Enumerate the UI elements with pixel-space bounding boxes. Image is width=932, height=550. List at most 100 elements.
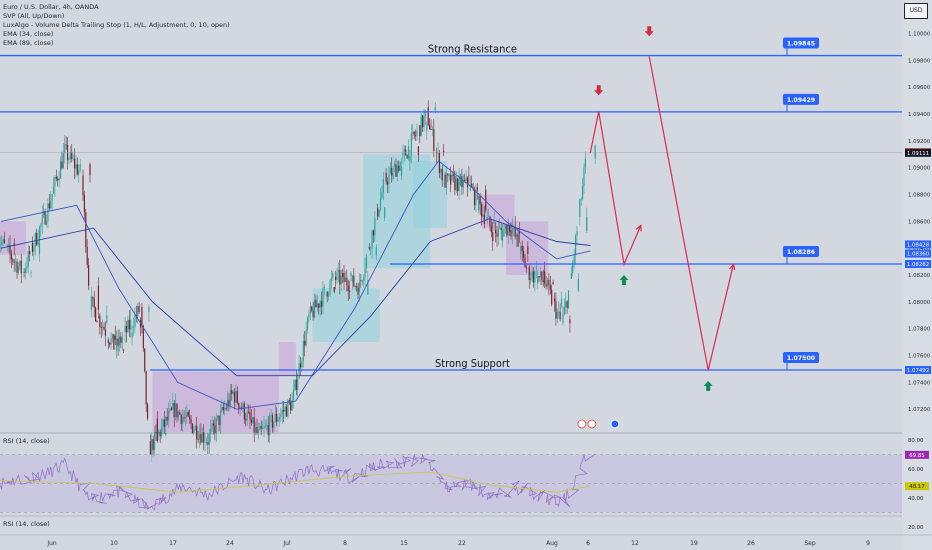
indicator-ema-34[interactable]: EMA (34, close)	[3, 30, 54, 38]
candle-body	[407, 146, 410, 159]
candle	[392, 165, 394, 181]
candle-body	[487, 216, 490, 218]
candle-body	[184, 417, 187, 419]
candle-body	[38, 226, 41, 241]
price-axis-badge[interactable]	[905, 260, 931, 269]
candle	[30, 270, 32, 278]
candle	[73, 148, 76, 180]
candle-body	[127, 319, 129, 333]
candle-body	[102, 326, 104, 328]
candle	[247, 404, 250, 414]
price-tick-label: 1.07600	[908, 354, 931, 360]
candle	[99, 313, 101, 335]
candle	[396, 160, 398, 181]
rsi-line[interactable]	[0, 453, 596, 511]
level-flag[interactable]	[783, 246, 819, 258]
candle	[340, 269, 342, 292]
candle-body	[159, 431, 161, 437]
candle	[93, 290, 95, 318]
candle-body	[224, 408, 226, 411]
candle-body	[531, 271, 533, 279]
candle-body	[64, 144, 66, 153]
candle	[231, 383, 233, 401]
candle	[290, 393, 292, 414]
candle	[433, 119, 435, 158]
candle	[249, 404, 251, 429]
candle	[226, 391, 229, 412]
candle-body	[409, 155, 411, 163]
projection-path-long[interactable]	[648, 56, 734, 371]
event-icon[interactable]	[610, 419, 620, 429]
level-flag[interactable]	[783, 93, 819, 105]
candle	[148, 304, 150, 322]
candle	[311, 305, 313, 313]
candle	[128, 310, 130, 338]
price-axis-badge[interactable]	[905, 148, 931, 157]
candle-body	[228, 399, 230, 406]
indicator-ema-89[interactable]: EMA (89, close)	[3, 39, 54, 47]
candle	[102, 319, 104, 336]
indicator-trailing-stop[interactable]: LuxAlgo - Volume Delta Trailing Stop (1,…	[3, 21, 230, 29]
candle	[309, 301, 311, 321]
flag-icon[interactable]	[587, 419, 597, 429]
candle	[335, 270, 337, 290]
price-axis-badge[interactable]	[905, 249, 931, 258]
candle	[41, 205, 43, 234]
candle	[551, 284, 553, 307]
candle-body	[281, 409, 283, 414]
candle-body	[406, 155, 408, 159]
candle-body	[445, 173, 448, 188]
candle	[68, 156, 70, 165]
candle	[158, 429, 160, 441]
indicator-svp[interactable]: SVP (All, Up/Down)	[3, 12, 65, 20]
candle-body	[447, 173, 449, 176]
candle-body	[507, 225, 509, 236]
currency-button[interactable]: USD	[904, 3, 928, 19]
candle-body	[494, 229, 497, 234]
candle	[316, 294, 318, 312]
candle-body	[31, 242, 34, 252]
candle-body	[123, 349, 125, 351]
candle	[215, 413, 217, 442]
level-flag[interactable]	[783, 37, 819, 49]
candle	[422, 115, 424, 132]
candle-body	[465, 177, 467, 181]
candle	[66, 137, 69, 170]
candle	[138, 301, 140, 315]
projection-path-short[interactable]	[589, 111, 642, 267]
rsi-value-badge[interactable]	[905, 482, 929, 491]
candle-body	[201, 432, 203, 443]
candle-body	[424, 110, 426, 116]
price-tick-label: 1.09800	[908, 58, 931, 64]
candle-body	[569, 319, 571, 324]
candle	[45, 214, 48, 227]
candle	[111, 333, 114, 343]
event-icon[interactable]	[577, 419, 587, 429]
candle-body	[459, 173, 462, 185]
candle	[97, 277, 100, 319]
price-tick-label: 1.09600	[908, 85, 931, 91]
candle	[54, 174, 56, 197]
candle-body	[556, 311, 558, 319]
candle-body	[466, 177, 469, 188]
rsi-value-badge[interactable]	[905, 450, 929, 459]
candle-body	[182, 417, 184, 425]
level-flag[interactable]	[783, 352, 819, 364]
candle	[399, 161, 401, 172]
candle-body	[149, 441, 151, 455]
candle-body	[260, 426, 262, 429]
price-axis-badge[interactable]	[905, 240, 931, 249]
candle-body	[403, 149, 405, 152]
rsi-ma-line	[0, 471, 591, 493]
price-axis-badge[interactable]	[905, 366, 931, 375]
candle-body	[546, 279, 549, 287]
candle-body	[212, 423, 215, 426]
time-tick-label: 24	[226, 540, 234, 547]
candle-body	[395, 164, 397, 177]
candle-body	[427, 107, 429, 126]
candle-body	[263, 426, 265, 429]
candle-body	[344, 277, 347, 282]
candle-body	[528, 266, 530, 281]
candle-body	[438, 152, 441, 173]
